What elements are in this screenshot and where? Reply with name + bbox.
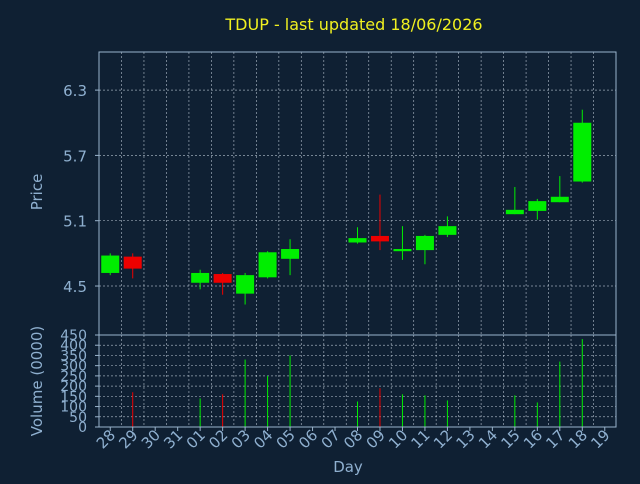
volume-y-tick-label: 150 xyxy=(60,389,87,405)
candle-body xyxy=(550,196,569,203)
candle-18 xyxy=(573,109,592,183)
candle-body xyxy=(528,201,547,211)
candle-08 xyxy=(348,227,367,244)
candle-04 xyxy=(258,251,277,279)
candle-10 xyxy=(393,226,412,260)
candle-28 xyxy=(101,253,120,276)
volume-y-tick-label: 400 xyxy=(60,338,87,354)
candle-body xyxy=(393,249,412,252)
candle-12 xyxy=(438,216,457,238)
volume-y-tick-label: 200 xyxy=(60,379,87,395)
candle-body xyxy=(438,226,457,235)
candle-body xyxy=(370,235,389,242)
volume-y-tick-label: 450 xyxy=(60,328,87,344)
price-y-tick-label: 6.3 xyxy=(63,82,87,100)
price-y-tick-label: 5.1 xyxy=(63,213,87,231)
volume-y-tick-label: 50 xyxy=(69,410,87,426)
volume-y-axis-label: Volume (0000) xyxy=(28,326,46,436)
price-y-ticks: 4.5 5.1 5.7 6.3 xyxy=(63,82,99,296)
price-y-tick-label: 4.5 xyxy=(63,278,87,296)
candle-17 xyxy=(550,176,569,203)
volume-bars xyxy=(132,339,583,427)
price-candles xyxy=(101,109,592,305)
candle-16 xyxy=(528,198,547,220)
volume-y-tick-label: 100 xyxy=(60,400,87,416)
candle-body xyxy=(101,255,120,273)
candle-09 xyxy=(370,194,389,251)
price-grid xyxy=(99,52,616,335)
volume-grid xyxy=(99,334,616,428)
x-axis-ticks: 2829303101020304050607080910111213141516… xyxy=(93,426,614,452)
candle-05 xyxy=(281,239,300,276)
volume-y-tick-label: 0 xyxy=(78,420,87,436)
chart-title: TDUP - last updated 18/06/2026 xyxy=(224,15,482,34)
candle-03 xyxy=(236,272,255,305)
candle-body xyxy=(236,275,255,294)
candle-11 xyxy=(415,234,434,265)
candle-02 xyxy=(213,272,232,295)
price-panel: 4.5 5.1 5.7 6.3 Price xyxy=(28,51,617,336)
price-y-tick-label: 5.7 xyxy=(63,147,87,165)
candle-body xyxy=(348,238,367,243)
candle-body xyxy=(505,209,524,215)
candle-01 xyxy=(191,269,210,290)
candle-15 xyxy=(505,186,524,215)
volume-y-tick-label: 350 xyxy=(60,348,87,364)
candle-body xyxy=(281,249,300,259)
x-axis-label: Day xyxy=(333,458,363,476)
candle-29 xyxy=(123,253,142,279)
candle-body xyxy=(213,274,232,283)
volume-y-tick-label: 250 xyxy=(60,369,87,385)
candle-body xyxy=(573,122,592,182)
candle-body xyxy=(191,272,210,283)
candle-body xyxy=(123,256,142,269)
volume-y-tick-label: 300 xyxy=(60,359,87,375)
price-y-axis-label: Price xyxy=(28,174,46,211)
candle-body xyxy=(415,235,434,251)
candle-body xyxy=(258,252,277,278)
